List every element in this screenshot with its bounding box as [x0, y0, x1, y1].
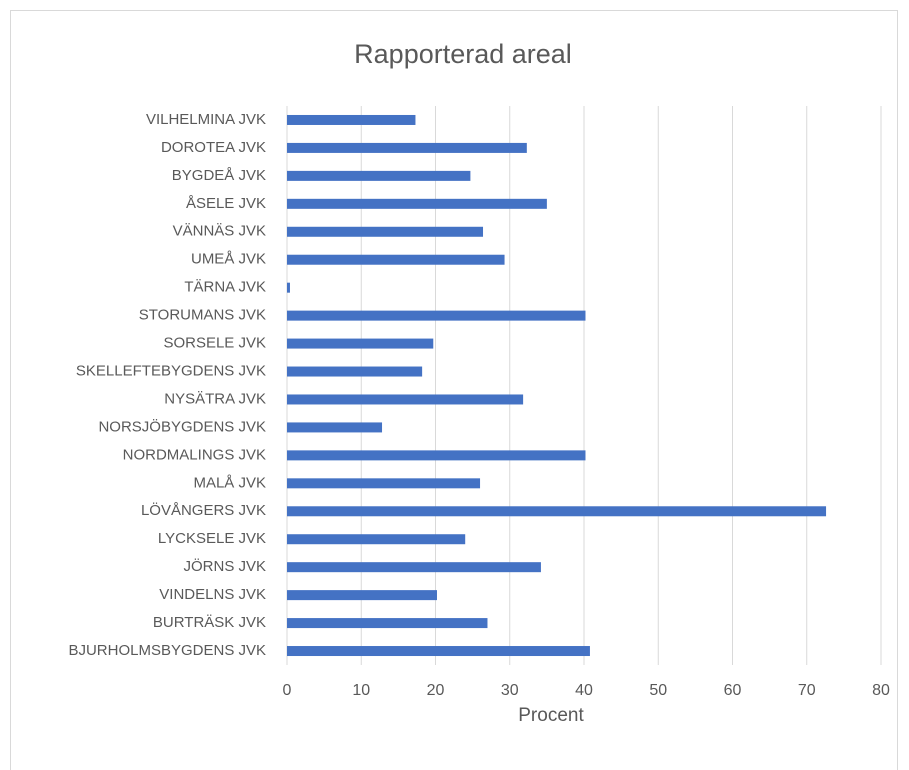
y-tick-label: LÖVÅNGERS JVK — [141, 501, 266, 519]
bar — [287, 506, 827, 517]
bar — [287, 282, 290, 293]
y-tick-label: DOROTEA JVK — [161, 139, 266, 156]
y-tick-label: BYGDEÅ JVK — [172, 167, 266, 184]
y-tick-label: JÖRNS JVK — [183, 557, 266, 575]
bar — [287, 590, 437, 601]
chart-title: Rapporterad areal — [354, 39, 572, 69]
x-tick-label: 30 — [501, 682, 519, 699]
x-tick-label: 70 — [798, 682, 816, 699]
bar — [287, 366, 423, 377]
y-tick-label: ÅSELE JVK — [186, 195, 266, 212]
y-tick-label: SORSELE JVK — [163, 335, 266, 352]
y-tick-label: BJURHOLMSBYGDENS JVK — [68, 642, 266, 659]
bar — [287, 310, 586, 321]
x-tick-label: 80 — [872, 682, 890, 699]
x-axis-title: Procent — [518, 705, 584, 726]
y-tick-label: BURTRÄSK JVK — [153, 614, 266, 631]
y-tick-label: VÄNNÄS JVK — [173, 223, 266, 240]
y-tick-label: MALÅ JVK — [193, 474, 266, 491]
bar — [287, 142, 527, 153]
x-tick-label: 0 — [283, 682, 292, 699]
x-tick-label: 20 — [427, 682, 445, 699]
bar — [287, 618, 488, 629]
bar — [287, 422, 383, 433]
bar — [287, 534, 466, 545]
bar — [287, 198, 547, 209]
bar — [287, 646, 590, 657]
y-tick-label: UMEÅ JVK — [191, 251, 266, 268]
y-tick-label: TÄRNA JVK — [184, 279, 266, 296]
y-tick-label: VILHELMINA JVK — [146, 111, 266, 128]
y-tick-label: STORUMANS JVK — [139, 307, 266, 324]
x-tick-label: 10 — [352, 682, 370, 699]
x-tick-label: 60 — [724, 682, 742, 699]
x-tick-label: 50 — [649, 682, 667, 699]
bar — [287, 338, 434, 349]
y-tick-label: NORDMALINGS JVK — [123, 446, 266, 463]
x-tick-label: 40 — [575, 682, 593, 699]
y-tick-label: NYSÄTRA JVK — [164, 390, 266, 407]
bar — [287, 394, 524, 405]
y-tick-label: VINDELNS JVK — [159, 586, 266, 603]
bar — [287, 170, 471, 181]
y-tick-label: NORSJÖBYGDENS JVK — [98, 417, 266, 435]
bar — [287, 114, 416, 125]
bar — [287, 450, 586, 461]
y-tick-label: LYCKSELE JVK — [158, 530, 266, 547]
bar — [287, 254, 505, 265]
bar — [287, 226, 484, 237]
chart-border — [10, 10, 898, 770]
bar — [287, 478, 481, 489]
bar — [287, 562, 541, 573]
y-tick-label: SKELLEFTEBYGDENS JVK — [76, 362, 266, 379]
